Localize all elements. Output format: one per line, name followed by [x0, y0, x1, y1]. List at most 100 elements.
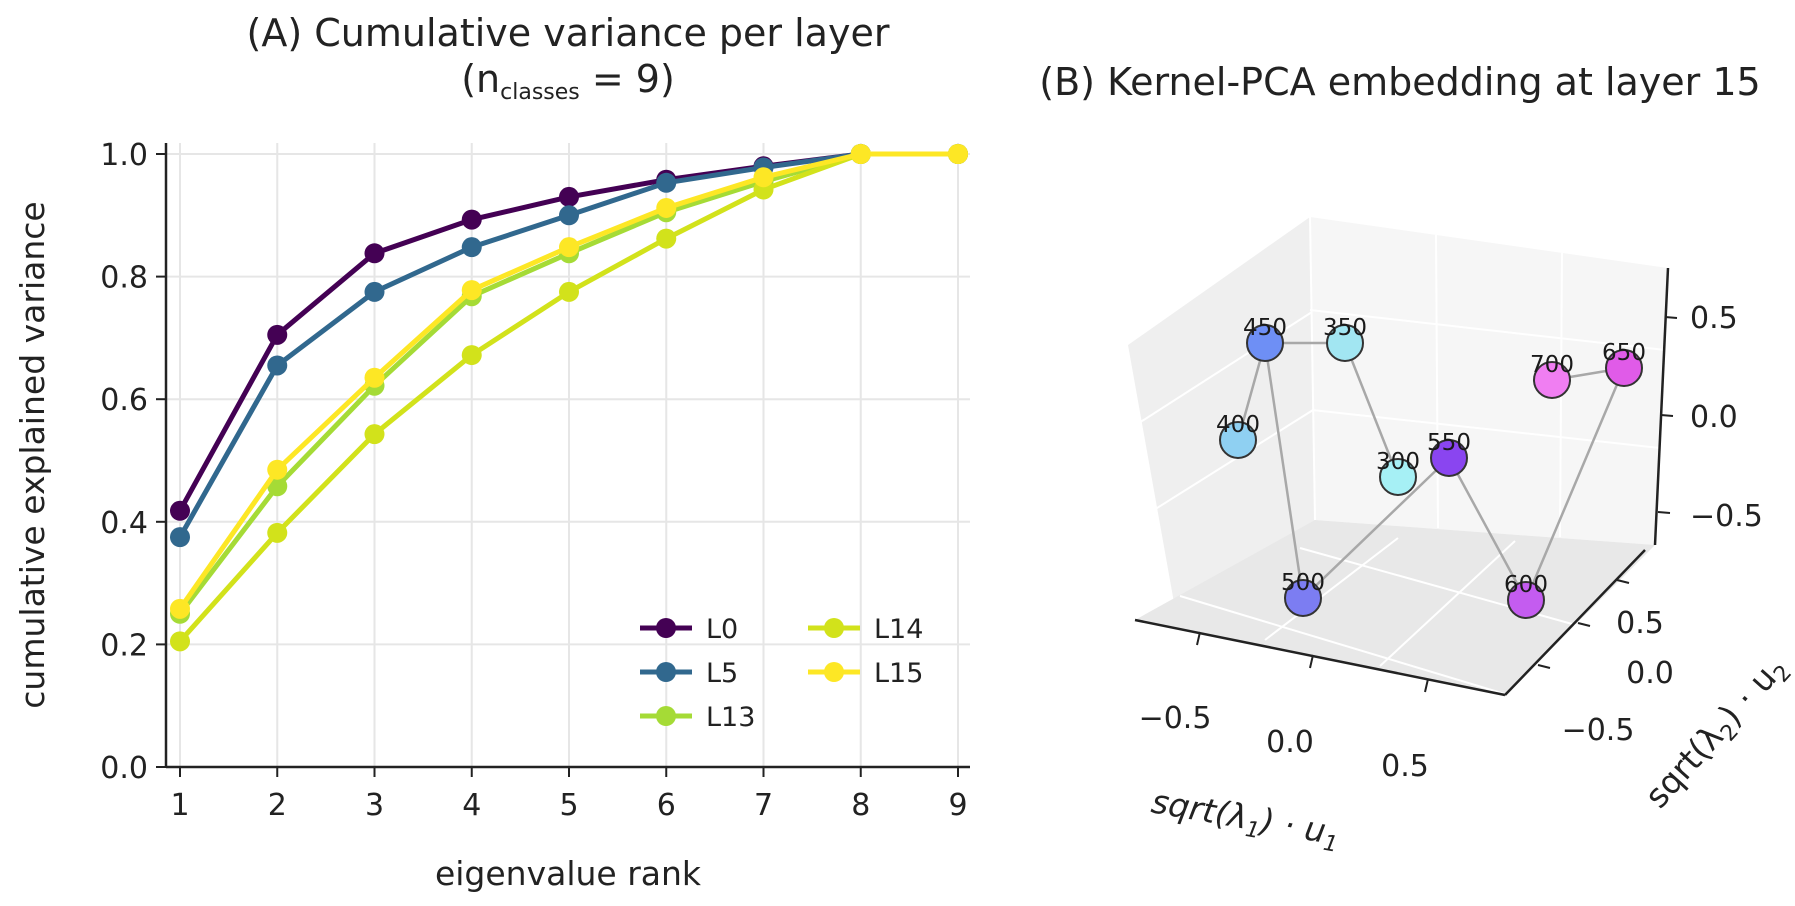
- data-point-L14: [559, 281, 579, 302]
- point-label: 450: [1243, 315, 1287, 341]
- y-tick-label: 0.5: [1616, 606, 1664, 641]
- subtitle-rest: = 9): [580, 57, 675, 101]
- data-point-L5: [656, 172, 677, 193]
- data-point-L0: [559, 186, 579, 207]
- point-marker: [1533, 361, 1571, 399]
- panel-a-series: [170, 144, 968, 652]
- data-point-L15: [948, 144, 968, 164]
- y-tick-label: 1.0: [100, 138, 148, 173]
- point-marker: [1507, 581, 1545, 619]
- y-tick-label: −0.5: [1562, 713, 1635, 748]
- x-tick-label: 4: [462, 788, 481, 823]
- x-tick-label: 5: [559, 788, 578, 823]
- panel-a-legend: L0 L5 L13 L14 L15: [640, 614, 923, 733]
- data-point-L15: [656, 197, 677, 218]
- panel-a-subtitle: (nclasses = 9): [461, 57, 675, 105]
- panel-b-z-axis: [1653, 267, 1670, 546]
- embedding-point-450: 450: [1243, 315, 1287, 362]
- panel-b-title: (B) Kernel-PCA embedding at layer 15: [1039, 60, 1760, 104]
- data-point-L14: [170, 631, 190, 652]
- legend-label: L15: [874, 658, 923, 689]
- data-point-L15: [364, 367, 385, 388]
- data-point-L0: [170, 500, 190, 521]
- subtitle-subscript: classes: [500, 80, 580, 105]
- data-point-L15: [267, 459, 288, 480]
- point-marker: [1284, 579, 1322, 617]
- point-label: 600: [1504, 572, 1548, 598]
- x-tick-label: 2: [268, 788, 287, 823]
- data-point-L14: [461, 345, 482, 366]
- point-label: 500: [1281, 570, 1325, 596]
- legend-label: L5: [706, 658, 738, 689]
- x-tick-label: 7: [754, 788, 773, 823]
- data-point-L14: [267, 522, 288, 543]
- legend-item-L5: L5: [640, 658, 738, 689]
- point-label: 350: [1323, 315, 1367, 341]
- panel-b-tick-marks: [1196, 316, 1678, 693]
- data-point-L15: [753, 167, 774, 188]
- legend-item-L15: L15: [808, 658, 923, 689]
- panel-b-points: 300 350 400 450 500 550 600 650 700: [1216, 315, 1646, 619]
- left-pane: [1128, 217, 1315, 625]
- point-label: 650: [1602, 340, 1646, 366]
- point-marker: [1605, 349, 1643, 387]
- series-L15: [170, 144, 968, 619]
- data-point-L15: [559, 237, 579, 258]
- y-tick-label: 0.0: [1626, 656, 1674, 691]
- data-point-L0: [267, 324, 288, 345]
- subtitle-open: (n: [461, 57, 500, 101]
- embedding-point-350: 350: [1323, 315, 1367, 362]
- data-point-L13: [267, 476, 288, 497]
- z-tick-label: 0.5: [1690, 301, 1738, 336]
- data-point-L15: [461, 280, 482, 301]
- panel-b-y-axis: [1504, 549, 1646, 696]
- x-tick-label: 6: [657, 788, 676, 823]
- panel-b-x-axis: [1134, 618, 1506, 697]
- embedding-point-500: 500: [1281, 570, 1325, 617]
- embedding-point-650: 650: [1602, 340, 1646, 387]
- data-point-L5: [170, 527, 190, 548]
- x-tick-label: 3: [365, 788, 384, 823]
- y-tick-label: 0.2: [100, 628, 148, 663]
- point-label: 550: [1427, 430, 1471, 456]
- legend-label: L14: [874, 614, 923, 645]
- y-tick-label: 0.6: [100, 383, 148, 418]
- panel-a-title: (A) Cumulative variance per layer: [247, 11, 890, 55]
- x-tick-label: 0.5: [1381, 749, 1429, 784]
- data-point-L14: [364, 424, 385, 445]
- panel-a-y-label: cumulative explained variance: [13, 201, 52, 708]
- z-tick-label: 0.0: [1690, 400, 1738, 435]
- point-marker: [1326, 324, 1364, 362]
- data-point-L5: [559, 205, 579, 226]
- panel-b-tick-labels: −0.5 0.0 0.5 0.5 0.0 −0.5 0.5 0.0 −0.5: [1139, 301, 1763, 784]
- data-point-L15: [850, 144, 871, 164]
- embedding-point-600: 600: [1504, 572, 1548, 619]
- x-tick-label: −0.5: [1139, 701, 1212, 736]
- point-marker: [1219, 421, 1257, 459]
- point-label: 400: [1216, 412, 1260, 438]
- z-tick-label: −0.5: [1690, 499, 1763, 534]
- embedding-point-550: 550: [1427, 430, 1471, 477]
- point-label: 300: [1376, 449, 1420, 475]
- point-marker: [1246, 324, 1284, 362]
- y-tick-label: 0.0: [100, 751, 148, 786]
- point-marker: [1430, 439, 1468, 477]
- x-tick-label: 1: [170, 788, 189, 823]
- embedding-point-400: 400: [1216, 412, 1260, 459]
- y-tick-label: 0.4: [100, 506, 148, 541]
- data-point-L5: [461, 237, 482, 258]
- x-tick-label: 8: [851, 788, 870, 823]
- panel-a-x-label: eigenvalue rank: [435, 854, 702, 893]
- data-point-L5: [364, 281, 385, 302]
- panel-a: (A) Cumulative variance per layer (nclas…: [13, 11, 970, 893]
- data-point-L0: [364, 243, 385, 264]
- floor-pane: [1135, 520, 1655, 695]
- panel-b: (B) Kernel-PCA embedding at layer 15: [1039, 60, 1795, 858]
- legend-item-L0: L0: [640, 614, 738, 645]
- legend-item-L13: L13: [640, 702, 755, 733]
- panel-a-y-ticks: 0.0 0.2 0.4 0.6 0.8 1.0: [100, 138, 166, 786]
- data-point-L5: [267, 355, 288, 376]
- legend-item-L14: L14: [808, 614, 923, 645]
- panel-a-x-ticks: 1 2 3 4 5 6 7 8 9: [170, 767, 968, 823]
